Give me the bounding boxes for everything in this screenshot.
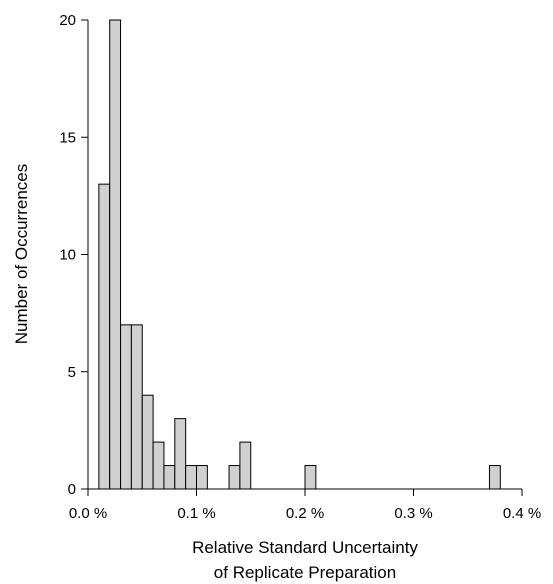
- y-tick-label: 10: [59, 247, 76, 264]
- histogram-bar-12: [304, 465, 317, 490]
- x-tick-label: 0.0 %: [69, 505, 107, 522]
- x-tick-label: 0.2 %: [286, 505, 324, 522]
- histogram-bar-5: [152, 441, 165, 490]
- histogram-bar-7: [174, 418, 187, 490]
- histogram-bar-10: [228, 465, 241, 490]
- histogram-bar-3: [130, 324, 143, 490]
- bars-layer: [98, 19, 501, 490]
- y-axis-title: Number of Occurrences: [12, 164, 31, 344]
- x-tick-label: 0.1 %: [177, 505, 215, 522]
- x-tick-label: 0.4 %: [503, 505, 541, 522]
- y-tick-label: 5: [68, 364, 76, 381]
- histogram-bar-4: [141, 394, 154, 490]
- y-tick-label: 0: [68, 481, 76, 498]
- x-ticks: 0.0 % 0.1 % 0.2 % 0.3 % 0.4 %: [69, 489, 541, 522]
- histogram-bar-9: [196, 465, 208, 490]
- histogram-bar-2: [120, 324, 132, 490]
- y-tick-label: 20: [59, 12, 76, 29]
- x-axis-title-line-1: Relative Standard Uncertainty: [192, 538, 418, 557]
- histogram-bar-8: [185, 465, 197, 490]
- x-axis-title-line-2: of Replicate Preparation: [214, 563, 396, 582]
- histogram-bar-6: [163, 465, 176, 490]
- histogram-bar-1: [109, 19, 122, 490]
- histogram-bar-11: [239, 441, 252, 490]
- histogram-bar-13: [488, 465, 501, 490]
- y-tick-label: 15: [59, 129, 76, 146]
- histogram-bar-0: [98, 183, 111, 490]
- x-tick-label: 0.3 %: [394, 505, 432, 522]
- y-ticks: 0 5 10 15 20: [59, 12, 88, 498]
